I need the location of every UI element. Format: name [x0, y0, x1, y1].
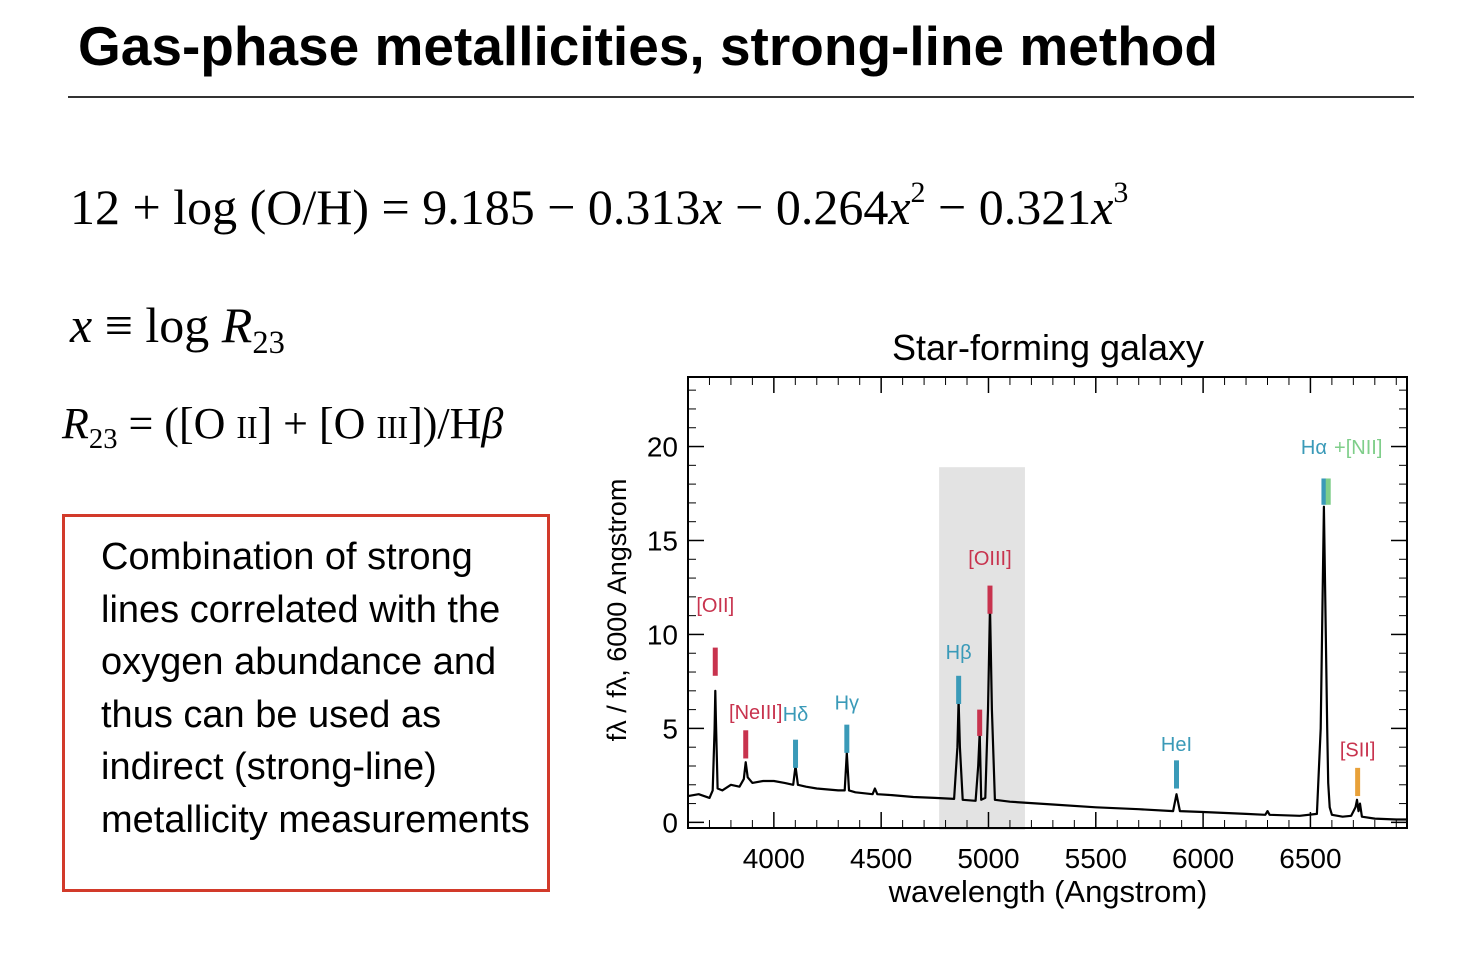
shaded-region [939, 467, 1025, 830]
eq-exp-2: 2 [910, 175, 926, 209]
slide-title: Gas-phase metallicities, strong-line met… [78, 15, 1218, 77]
eq-var-1: x [700, 179, 723, 235]
r23-symbol: R [62, 399, 89, 448]
line-label: [OIII] [968, 548, 1011, 570]
x-symbol: x [70, 297, 93, 353]
x-axis-label: wavelength (Angstrom) [888, 874, 1208, 909]
line-label: Hγ [835, 693, 859, 715]
x-tick-label: 6000 [1172, 843, 1234, 874]
r23-rhs-a: = ([O [117, 399, 237, 448]
eq-c2: 0.264 [775, 179, 889, 235]
r23-definition: R23 = ([O II] + [O III])/Hβ [62, 398, 503, 456]
r-symbol: R [221, 297, 253, 353]
r23-subscript: 23 [88, 423, 118, 455]
eq-minus-1: − [534, 179, 588, 235]
chart-title: Star-forming galaxy [892, 327, 1204, 368]
x-tick-label: 5500 [1065, 843, 1127, 874]
metallicity-equation: 12 + log (O/H) = 9.185 − 0.313x − 0.264x… [70, 175, 1129, 236]
line-label: Hδ [783, 704, 809, 726]
x-tick-label: 5000 [957, 843, 1019, 874]
x-definition: x ≡ log R23 [70, 296, 285, 362]
eq-minus-3: − [925, 179, 979, 235]
y-axis-label: fλ / fλ, 6000 Angstrom [602, 479, 632, 742]
r23-rhs-b: ] + [O [257, 399, 377, 448]
y-tick-label: 20 [647, 432, 678, 463]
line-label: Hβ [946, 642, 972, 664]
title-divider [68, 96, 1414, 98]
line-label: [SII] [1340, 740, 1376, 762]
spectrum-line [687, 505, 1407, 821]
r-subscript: 23 [252, 325, 285, 361]
r23-rhs-c: ])/H [408, 399, 482, 448]
spectrum-chart: Star-forming galaxy wavelength (Angstrom… [602, 327, 1408, 909]
y-axis-label-text: fλ / fλ, 6000 Angstrom [602, 479, 632, 742]
y-tick-label: 15 [647, 525, 678, 556]
eq-c0: 9.185 [422, 179, 535, 235]
line-label: HeI [1161, 734, 1192, 756]
note-text: Combination of strong lines correlated w… [101, 536, 530, 841]
y-tick-label: 5 [662, 713, 678, 744]
line-label: +[NII] [1334, 437, 1382, 459]
line-label: [OII] [696, 595, 734, 617]
line-label: [NeIII] [729, 702, 782, 724]
eq-exp-3: 3 [1113, 175, 1129, 209]
y-tick-label: 0 [662, 807, 678, 838]
beta-symbol: β [481, 399, 504, 448]
eq-c1: 0.313 [587, 179, 701, 235]
note-box: Combination of strong lines correlated w… [62, 514, 550, 892]
ion-oiii: III [376, 410, 409, 445]
ion-oii: II [236, 410, 258, 445]
eq-var-2: x [888, 179, 911, 235]
eq-minus-2: − [722, 179, 776, 235]
x-tick-label: 4500 [850, 843, 912, 874]
x-tick-label: 6500 [1279, 843, 1341, 874]
eq-var-3: x [1091, 179, 1114, 235]
line-label: Hα [1301, 437, 1327, 459]
eq-lhs: 12 + log (O/H) = [70, 179, 423, 235]
x-tick-label: 4000 [743, 843, 805, 874]
plot-frame [687, 376, 1408, 829]
eq-c3: 0.321 [978, 179, 1092, 235]
x-equiv: ≡ log [92, 297, 222, 353]
y-tick-label: 10 [647, 619, 678, 650]
